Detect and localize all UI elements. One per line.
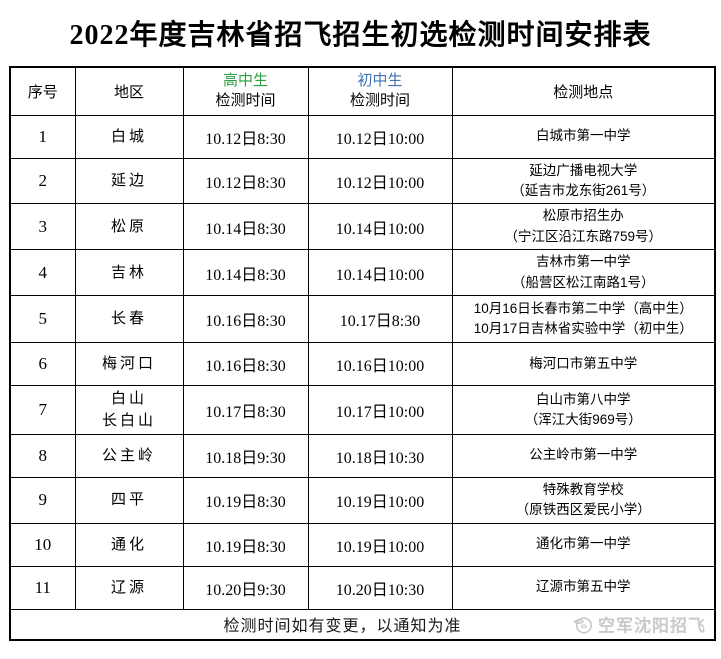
table-row: 7 白山 长白山 10.17日8:30 10.17日10:00 白山市第八中学 … xyxy=(9,385,716,435)
ms-time-cell: 10.14日10:00 xyxy=(307,249,453,296)
hs-time-cell: 10.12日8:30 xyxy=(182,157,309,204)
header-highschool-sub: 检测时间 xyxy=(215,92,276,110)
header-location: 检测地点 xyxy=(451,66,716,116)
header-middleschool-label: 初中生 xyxy=(357,72,403,89)
location-cell: 白城市第一中学 xyxy=(451,114,716,159)
region-cell: 长春 xyxy=(74,295,184,343)
hs-time-cell: 10.14日8:30 xyxy=(182,203,309,250)
location-cell: 梅河口市第五中学 xyxy=(451,342,716,386)
region-cell: 辽源 xyxy=(74,565,184,610)
location-cell: 松原市招生办 （宁江区沿江东路759号） xyxy=(451,203,716,250)
table-row: 9 四平 10.19日8:30 10.19日10:00 特殊教育学校 （原铁西区… xyxy=(9,476,716,524)
hs-time-cell: 10.12日8:30 xyxy=(182,114,309,159)
ms-time-cell: 10.17日10:00 xyxy=(307,385,453,435)
row-number: 10 xyxy=(9,522,76,567)
row-number: 4 xyxy=(9,249,76,296)
footer-note: 检测时间如有变更，以通知为准 xyxy=(223,618,462,636)
region-cell: 公主岭 xyxy=(74,433,184,478)
header-highschool: 高中生 检测时间 xyxy=(182,66,309,116)
row-number: 11 xyxy=(9,565,76,610)
table-row: 6 梅河口 10.16日8:30 10.16日10:00 梅河口市第五中学 xyxy=(9,342,716,386)
schedule-table: 序号 地区 高中生 检测时间 初中生 检测时间 检测地点 1 白城 10.12日… xyxy=(9,66,716,641)
region-cell: 白城 xyxy=(74,114,184,159)
ms-time-cell: 10.16日10:00 xyxy=(307,342,453,386)
row-number: 7 xyxy=(9,385,76,435)
hs-time-cell: 10.16日8:30 xyxy=(182,342,309,386)
ms-time-cell: 10.18日10:30 xyxy=(307,433,453,478)
hs-time-cell: 10.18日9:30 xyxy=(182,433,309,478)
watermark: 空军沈阳招飞 xyxy=(572,612,706,637)
region-cell: 白山 长白山 xyxy=(74,385,184,435)
table-row: 4 吉林 10.14日8:30 10.14日10:00 吉林市第一中学 （船营区… xyxy=(9,249,716,296)
table-row: 5 长春 10.16日8:30 10.17日8:30 10月16日长春市第二中学… xyxy=(9,295,716,343)
location-cell: 白山市第八中学 （浑江大街969号） xyxy=(451,385,716,435)
region-cell: 吉林 xyxy=(74,249,184,296)
location-cell: 延边广播电视大学 （延吉市龙东街261号） xyxy=(451,157,716,204)
row-number: 2 xyxy=(9,157,76,204)
hs-time-cell: 10.20日9:30 xyxy=(182,565,309,610)
hs-time-cell: 10.17日8:30 xyxy=(182,385,309,435)
header-middleschool: 初中生 检测时间 xyxy=(307,66,453,116)
row-number: 6 xyxy=(9,342,76,386)
row-number: 9 xyxy=(9,476,76,524)
hs-time-cell: 10.14日8:30 xyxy=(182,249,309,296)
row-number: 3 xyxy=(9,203,76,250)
ms-time-cell: 10.17日8:30 xyxy=(307,295,453,343)
ms-time-cell: 10.19日10:00 xyxy=(307,522,453,567)
header-middleschool-sub: 检测时间 xyxy=(349,92,410,110)
hs-time-cell: 10.19日8:30 xyxy=(182,522,309,567)
location-cell: 通化市第一中学 xyxy=(451,522,716,567)
region-cell: 延边 xyxy=(74,157,184,204)
table-row: 11 辽源 10.20日9:30 10.20日10:30 辽源市第五中学 xyxy=(9,565,716,610)
hs-time-cell: 10.16日8:30 xyxy=(182,295,309,343)
region-cell: 通化 xyxy=(74,522,184,567)
ms-time-cell: 10.12日10:00 xyxy=(307,157,453,204)
location-cell: 10月16日长春市第二中学（高中生） 10月17日吉林省实验中学（初中生） xyxy=(451,295,716,343)
table-row: 8 公主岭 10.18日9:30 10.18日10:30 公主岭市第一中学 xyxy=(9,433,716,478)
region-cell: 梅河口 xyxy=(74,342,184,386)
location-cell: 特殊教育学校 （原铁西区爱民小学） xyxy=(451,476,716,524)
location-cell: 公主岭市第一中学 xyxy=(451,433,716,478)
table-row: 1 白城 10.12日8:30 10.12日10:00 白城市第一中学 xyxy=(9,114,716,159)
row-number: 8 xyxy=(9,433,76,478)
region-cell: 松原 xyxy=(74,203,184,250)
ms-time-cell: 10.19日10:00 xyxy=(307,476,453,524)
header-no: 序号 xyxy=(9,66,76,116)
footer-row: 检测时间如有变更，以通知为准 空军沈阳招飞 xyxy=(9,608,716,641)
table-row: 10 通化 10.19日8:30 10.19日10:00 通化市第一中学 xyxy=(9,522,716,567)
watermark-text: 空军沈阳招飞 xyxy=(598,616,706,636)
footer-cell: 检测时间如有变更，以通知为准 空军沈阳招飞 xyxy=(9,608,716,641)
row-number: 5 xyxy=(9,295,76,343)
table-row: 2 延边 10.12日8:30 10.12日10:00 延边广播电视大学 （延吉… xyxy=(9,157,716,204)
airforce-emblem-icon xyxy=(573,617,593,634)
location-cell: 辽源市第五中学 xyxy=(451,565,716,610)
ms-time-cell: 10.20日10:30 xyxy=(307,565,453,610)
page-title: 2022年度吉林省招飞招生初选检测时间安排表 xyxy=(69,20,652,51)
hs-time-cell: 10.19日8:30 xyxy=(182,476,309,524)
header-region: 地区 xyxy=(74,66,184,116)
row-number: 1 xyxy=(9,114,76,159)
region-cell: 四平 xyxy=(74,476,184,524)
header-row: 序号 地区 高中生 检测时间 初中生 检测时间 检测地点 xyxy=(9,66,716,116)
ms-time-cell: 10.14日10:00 xyxy=(307,203,453,250)
table-row: 3 松原 10.14日8:30 10.14日10:00 松原市招生办 （宁江区沿… xyxy=(9,203,716,250)
location-cell: 吉林市第一中学 （船营区松江南路1号） xyxy=(451,249,716,296)
ms-time-cell: 10.12日10:00 xyxy=(307,114,453,159)
header-highschool-label: 高中生 xyxy=(222,72,268,89)
